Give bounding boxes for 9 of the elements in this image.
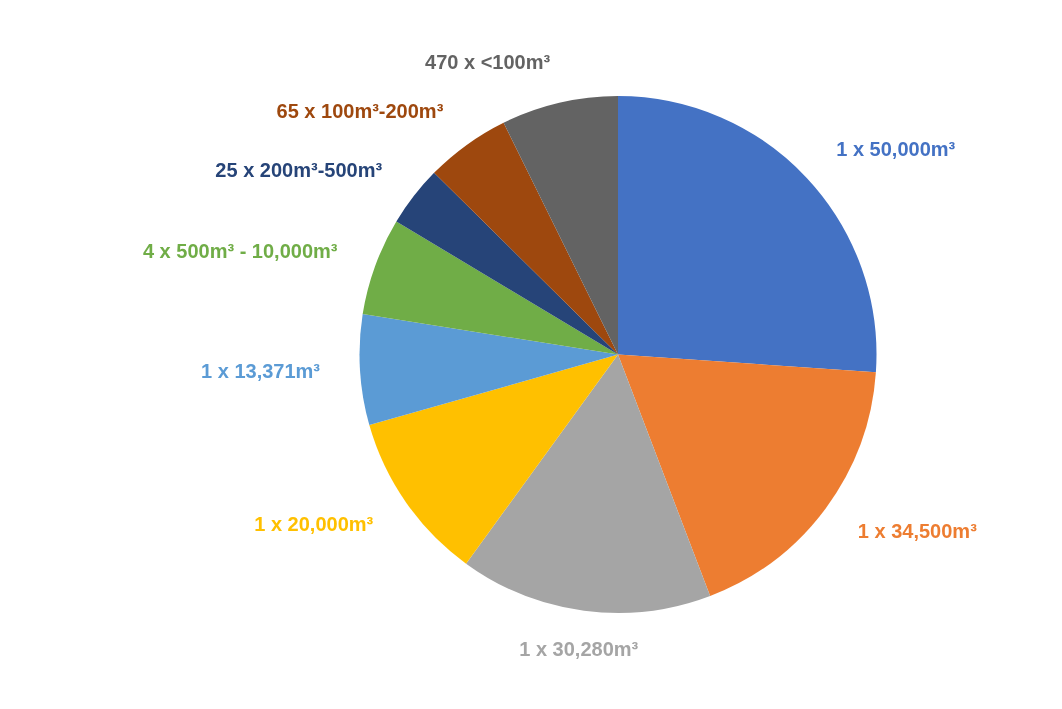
slice-label: 4 x 500m³ - 10,000m³: [142, 240, 338, 263]
slice-label: 1 x 20,000m³: [254, 512, 374, 535]
slice-label: 470 x <100m³: [425, 51, 551, 74]
slice-label: 65 x 100m³-200m³: [276, 99, 444, 122]
slice-label: 25 x 200m³-500m³: [215, 159, 383, 182]
slice-label: 1 x 30,280m³: [519, 637, 639, 660]
slice-label: 1 x 50,000m³: [836, 138, 956, 161]
slice-label: 1 x 34,500m³: [857, 519, 978, 542]
slice-label: 1 x 13,371m³: [201, 359, 321, 382]
